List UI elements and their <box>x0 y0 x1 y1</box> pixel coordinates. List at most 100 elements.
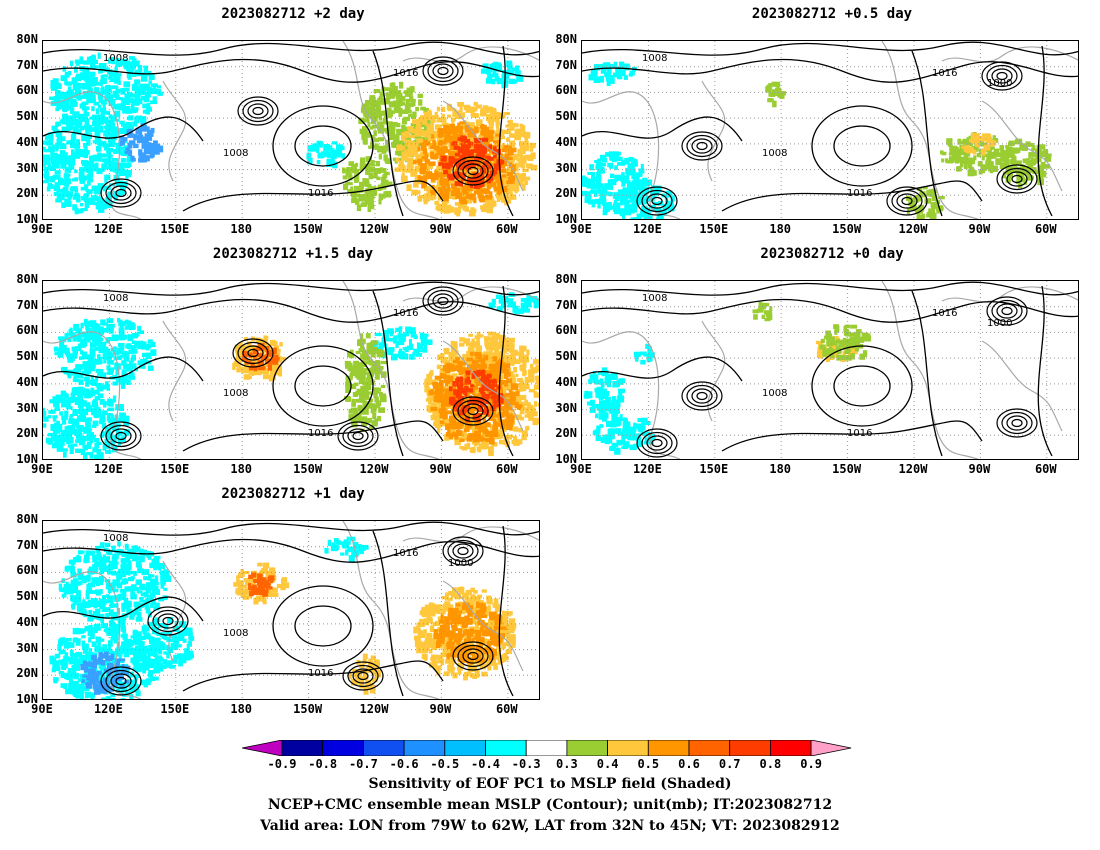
contour-label: 1008 <box>642 293 667 304</box>
lat-tick-label: 40N <box>16 614 38 629</box>
sensitivity-shading <box>306 140 345 169</box>
colorbar-segment <box>688 740 731 756</box>
lat-tick-label: 60N <box>16 83 38 98</box>
mslp-contours <box>43 521 539 697</box>
lon-tick-label: 180 <box>230 462 253 476</box>
lon-tick-label: 90W <box>968 462 991 476</box>
lon-tick-label: 120E <box>93 702 123 716</box>
sensitivity-shading <box>488 292 539 315</box>
lon-tick-label: 120E <box>93 222 123 236</box>
colorbar-arrow-left <box>242 740 283 756</box>
lon-tick-label: 60W <box>1034 222 1057 236</box>
contour-label: 1008 <box>103 533 128 544</box>
lat-tick-label: 20N <box>555 426 577 441</box>
caption-line-1: Sensitivity of EOF PC1 to MSLP field (Sh… <box>368 776 732 792</box>
panel-title-plus2day: 2023082712 +2 day <box>221 6 365 22</box>
low-pressure-center <box>452 396 494 426</box>
lat-tick-label: 20N <box>16 186 38 201</box>
panel-title-plus1p5day: 2023082712 +1.5 day <box>212 246 374 262</box>
low-pressure-center <box>422 56 464 86</box>
low-pressure-center <box>681 131 723 161</box>
sensitivity-shading <box>752 301 773 322</box>
lon-tick-label: 150W <box>293 462 323 476</box>
sensitivity-shading <box>906 186 945 219</box>
lat-tick-label: 50N <box>555 109 577 124</box>
contour-label: 1016 <box>308 188 333 199</box>
sensitivity-shading <box>248 572 275 597</box>
lat-tick-label: 60N <box>555 83 577 98</box>
low-pressure-center <box>886 186 928 216</box>
lon-tick-label: 120W <box>359 222 389 236</box>
lat-tick-label: 20N <box>16 426 38 441</box>
colorbar-tick-label: 0.6 <box>678 757 700 771</box>
lon-tick-label: 90W <box>429 222 452 236</box>
sensitivity-shading <box>633 343 655 365</box>
contour-label: 1016 <box>932 308 957 319</box>
colorbar-tick-label: -0.6 <box>389 757 419 771</box>
low-pressure-center <box>422 286 464 316</box>
lon-tick-label: 150W <box>293 222 323 236</box>
sensitivity-shading <box>53 317 157 392</box>
low-pressure-center <box>342 661 384 691</box>
contour-label: 1008 <box>223 388 248 399</box>
map-canvas: 1008 1016 1016 1008 1000 <box>582 41 1078 219</box>
colorbar-segment <box>647 740 690 756</box>
low-pressure-center <box>981 61 1023 91</box>
colorbar-tick-label: -0.9 <box>267 757 297 771</box>
lon-tick-label: 180 <box>230 702 253 716</box>
colorbar-segment <box>403 740 446 756</box>
colorbar-segment <box>363 740 405 756</box>
lon-tick-label: 120W <box>898 462 928 476</box>
panel-title-plus0day: 2023082712 +0 day <box>760 246 904 262</box>
contour-label: 1000 <box>987 318 1012 329</box>
low-pressure-center <box>442 536 484 566</box>
map-canvas: 1008 1016 1016 1008 <box>43 41 539 219</box>
low-pressure-center <box>100 421 142 451</box>
map-canvas: 1008 1016 1016 1008 1000 <box>582 281 1078 459</box>
mslp-contours <box>43 281 539 457</box>
lat-tick-label: 70N <box>16 297 38 312</box>
map-panel-plus2day: 1008 1016 1016 1008 <box>42 40 540 220</box>
low-pressure-center <box>147 606 189 636</box>
lon-tick-label: 120W <box>359 702 389 716</box>
lat-tick-label: 10N <box>16 452 38 466</box>
lon-tick-label: 90E <box>31 462 53 476</box>
contour-label: 1016 <box>393 308 418 319</box>
colorbar-tick-label: -0.8 <box>308 757 338 771</box>
low-pressure-center <box>452 156 494 186</box>
map-panel-plus1p5day: 1008 1016 1016 1008 <box>42 280 540 460</box>
low-pressure-center <box>986 296 1028 326</box>
sensitivity-shading <box>613 182 675 219</box>
sensitivity-shading <box>961 132 997 156</box>
colorbar-segment <box>607 740 649 756</box>
sensitivity-shading <box>480 60 524 89</box>
colorbar-segment <box>485 740 527 756</box>
colorbar-segment <box>729 740 771 756</box>
panel-title-plus0p5day: 2023082712 +0.5 day <box>751 6 913 22</box>
lon-tick-label: 90W <box>429 702 452 716</box>
sensitivity-shading <box>342 156 393 212</box>
colorbar-tick-label: -0.7 <box>348 757 378 771</box>
map-canvas: 1008 1016 1016 1008 1000 <box>43 521 539 699</box>
colorbar-tick-label: -0.5 <box>430 757 460 771</box>
lat-tick-label: 30N <box>16 160 38 175</box>
lon-tick-label: 120E <box>632 222 662 236</box>
lat-tick-label: 50N <box>555 349 577 364</box>
lon-tick-label: 120W <box>898 222 928 236</box>
colorbar-segment <box>281 740 324 756</box>
sensitivity-shading <box>324 536 369 562</box>
lat-tick-label: 50N <box>16 109 38 124</box>
contour-label: 1008 <box>223 148 248 159</box>
lon-tick-label: 60W <box>1034 462 1057 476</box>
low-pressure-center <box>636 428 678 458</box>
lon-tick-label: 60W <box>495 702 518 716</box>
contour-label: 1008 <box>103 293 128 304</box>
lon-tick-label: 90W <box>429 462 452 476</box>
lon-tick-label: 90E <box>31 222 53 236</box>
lon-tick-label: 180 <box>769 462 792 476</box>
lon-tick-label: 150W <box>832 462 862 476</box>
lat-tick-label: 60N <box>555 323 577 338</box>
sensitivity-shading <box>765 81 787 108</box>
colorbar-arrow-right <box>810 740 852 756</box>
low-pressure-center <box>100 666 142 696</box>
